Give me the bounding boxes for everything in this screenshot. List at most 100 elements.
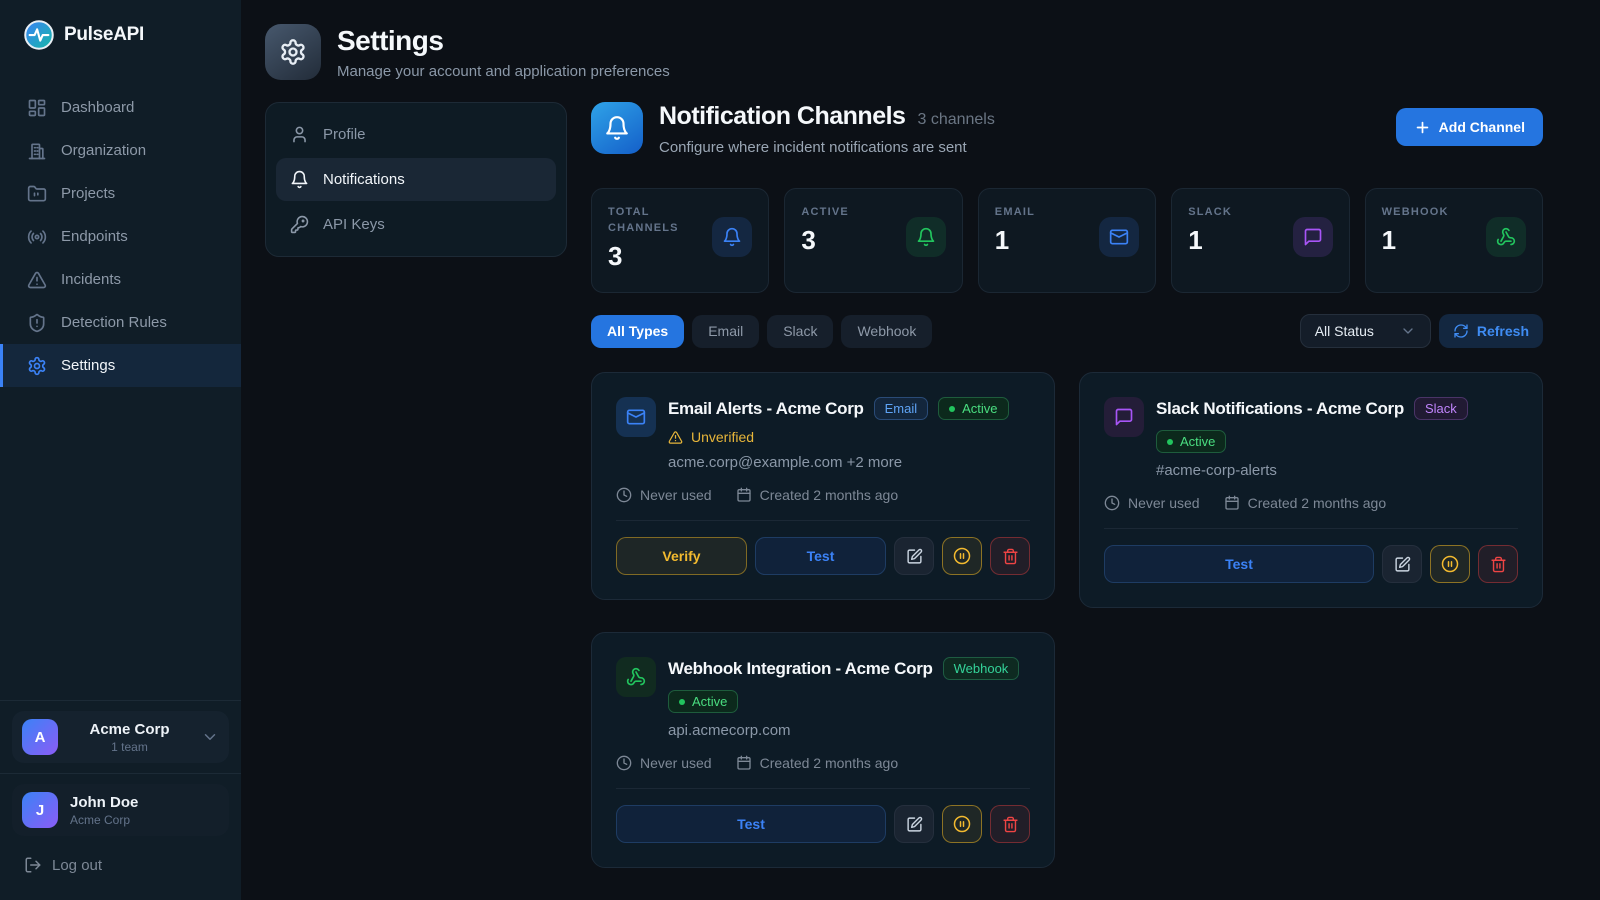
edit-button[interactable]	[1382, 545, 1422, 583]
filter-all-types[interactable]: All Types	[591, 314, 685, 348]
trash-icon	[1002, 548, 1019, 565]
notification-channels-panel: Notification Channels 3 channels Configu…	[591, 102, 1543, 868]
edit-button[interactable]	[894, 805, 934, 843]
filter-email[interactable]: Email	[692, 314, 760, 348]
sidebar-item-detection-rules[interactable]: Detection Rules	[0, 301, 241, 344]
logout-button[interactable]: Log out	[0, 846, 241, 900]
filter-slack[interactable]: Slack	[767, 314, 834, 348]
clock-icon	[616, 755, 632, 771]
filter-webhook[interactable]: Webhook	[841, 314, 933, 348]
tab-notifications[interactable]: Notifications	[276, 158, 556, 201]
divider	[616, 788, 1030, 789]
shield-alert-icon	[27, 313, 47, 333]
stat-value: 3	[801, 224, 816, 255]
panel-title: Notification Channels	[659, 102, 906, 130]
add-channel-label: Add Channel	[1438, 119, 1525, 135]
panel-subtitle: Configure where incident notifications a…	[659, 139, 967, 156]
calendar-icon	[736, 487, 752, 503]
team-meta: 1 team	[111, 739, 148, 754]
page-subtitle: Manage your account and application pref…	[337, 62, 670, 80]
tab-profile[interactable]: Profile	[276, 113, 556, 156]
sidebar-item-settings[interactable]: Settings	[0, 344, 241, 387]
add-channel-button[interactable]: Add Channel	[1395, 108, 1543, 146]
tab-api-keys[interactable]: API Keys	[276, 203, 556, 246]
stat-value: 1	[1381, 224, 1397, 255]
trash-icon	[1490, 556, 1507, 573]
stat-label: EMAIL	[994, 206, 1036, 218]
stat-email: EMAIL 1	[977, 188, 1157, 293]
edit-icon	[906, 548, 923, 565]
delete-button[interactable]	[990, 805, 1030, 843]
unverified-warning: Unverified	[668, 429, 1030, 445]
type-badge: Email	[873, 397, 929, 420]
status-badge: Active	[1156, 430, 1227, 453]
pause-circle-icon	[953, 815, 971, 833]
delete-button[interactable]	[990, 537, 1030, 575]
pause-circle-icon	[953, 547, 971, 565]
pause-button[interactable]	[942, 805, 982, 843]
test-button[interactable]: Test	[755, 537, 886, 575]
edit-button[interactable]	[894, 537, 934, 575]
test-button[interactable]: Test	[616, 805, 886, 843]
sidebar-item-incidents[interactable]: Incidents	[0, 258, 241, 301]
building-icon	[27, 141, 47, 161]
created-date: Created 2 months ago	[736, 755, 898, 771]
sidebar-item-projects[interactable]: Projects	[0, 172, 241, 215]
stat-slack: SLACK 1	[1171, 188, 1350, 293]
sidebar-item-organization[interactable]: Organization	[0, 129, 241, 172]
stat-label: ACTIVE	[801, 206, 849, 218]
divider	[0, 700, 241, 701]
type-badge: Webhook	[942, 657, 1020, 680]
mail-icon	[1099, 217, 1140, 257]
channel-detail: #acme-corp-alerts	[1156, 462, 1277, 479]
edit-icon	[1394, 556, 1411, 573]
pause-circle-icon	[1441, 555, 1459, 573]
bell-icon	[905, 217, 946, 257]
channel-title: Email Alerts - Acme Corp	[668, 398, 864, 418]
user-profile[interactable]: J John Doe Acme Corp	[12, 784, 229, 836]
stat-value: 1	[1188, 224, 1203, 255]
stat-value: 3	[608, 240, 623, 271]
refresh-button[interactable]: Refresh	[1438, 314, 1543, 348]
team-switcher[interactable]: A Acme Corp 1 team	[12, 711, 229, 763]
page-header: Settings Manage your account and applica…	[265, 24, 1543, 80]
sidebar-item-label: Endpoints	[61, 228, 128, 245]
pulse-logo-icon	[24, 20, 54, 50]
stat-label: SLACK	[1188, 206, 1233, 218]
stat-label: WEBHOOK	[1381, 206, 1449, 218]
stat-label: TOTAL CHANNELS	[608, 206, 679, 234]
calendar-icon	[736, 755, 752, 771]
sidebar: PulseAPI Dashboard Organization Projects…	[0, 0, 241, 900]
mail-icon	[616, 397, 656, 437]
channel-card-email: Email Alerts - Acme Corp Email Active Un…	[591, 372, 1055, 600]
delete-button[interactable]	[1478, 545, 1518, 583]
sidebar-item-endpoints[interactable]: Endpoints	[0, 215, 241, 258]
last-used: Never used	[1104, 495, 1200, 511]
sidebar-nav: Dashboard Organization Projects Endpoint…	[0, 86, 241, 387]
app-name: PulseAPI	[64, 24, 144, 45]
verify-button[interactable]: Verify	[616, 537, 747, 575]
trash-icon	[1002, 816, 1019, 833]
webhook-icon	[616, 657, 656, 697]
divider	[1104, 528, 1518, 529]
bell-icon	[290, 170, 309, 189]
pause-button[interactable]	[1430, 545, 1470, 583]
status-dot	[1167, 438, 1173, 445]
sidebar-item-label: Dashboard	[61, 99, 135, 116]
webhook-icon	[1485, 217, 1526, 257]
bell-icon	[591, 102, 643, 154]
status-badge: Active	[938, 397, 1009, 420]
channel-detail: api.acmecorp.com	[668, 722, 791, 739]
test-button[interactable]: Test	[1104, 545, 1374, 583]
sidebar-item-dashboard[interactable]: Dashboard	[0, 86, 241, 129]
stats-row: TOTAL CHANNELS 3 ACTIVE 3 EMAIL 1 SLACK …	[591, 188, 1543, 293]
pause-button[interactable]	[942, 537, 982, 575]
status-select[interactable]: All Status	[1299, 314, 1431, 348]
dashboard-icon	[27, 98, 47, 118]
settings-subnav: Profile Notifications API Keys	[265, 102, 567, 257]
logout-icon	[24, 856, 42, 874]
sidebar-item-label: Organization	[61, 142, 147, 159]
user-icon	[290, 125, 309, 144]
channel-title: Webhook Integration - Acme Corp	[668, 658, 933, 678]
logout-label: Log out	[52, 856, 103, 874]
